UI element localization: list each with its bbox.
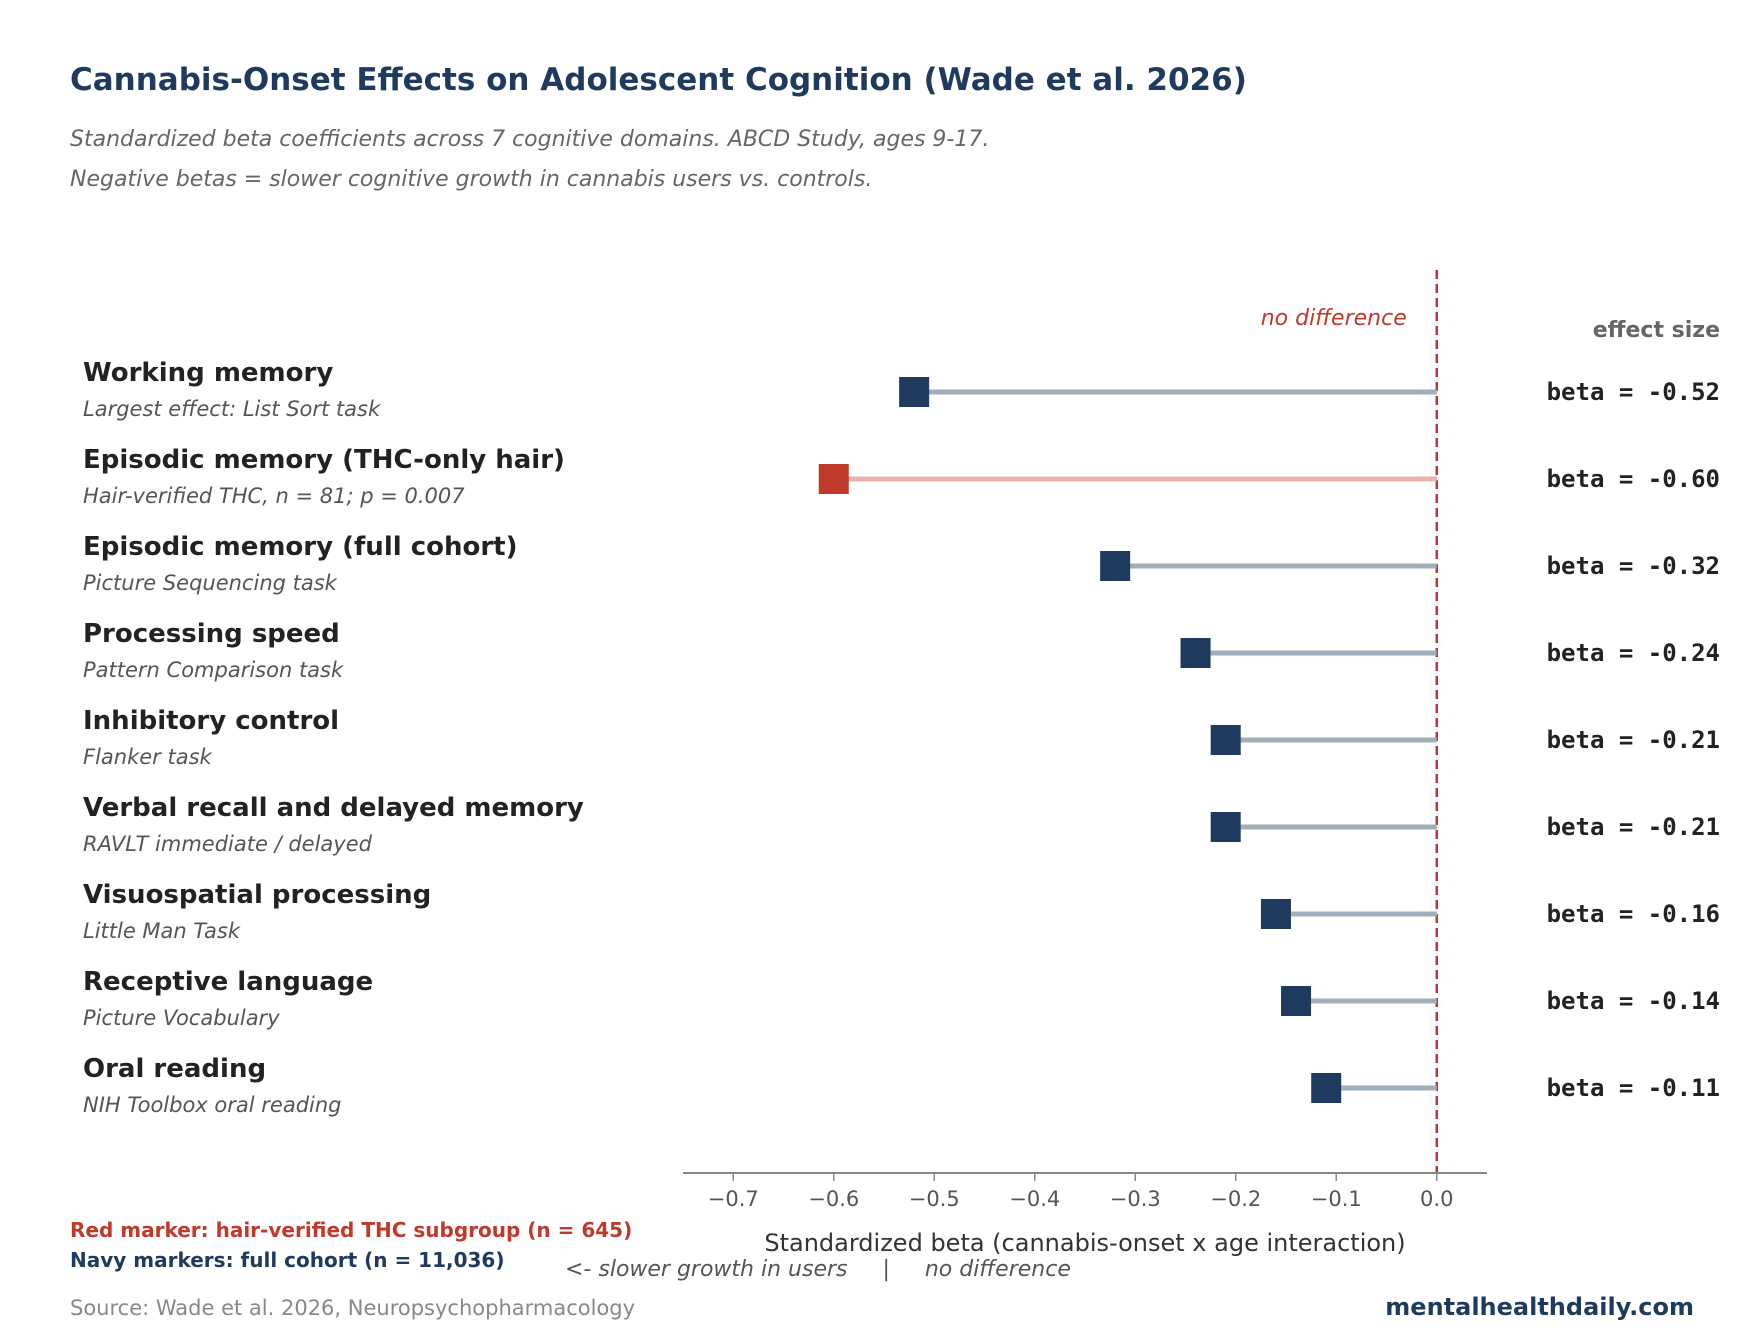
row-value: beta = -0.52 [1547, 378, 1720, 406]
row-value: beta = -0.21 [1547, 726, 1720, 754]
row-value: beta = -0.32 [1547, 552, 1720, 580]
zero-reference-label: no difference [1261, 306, 1407, 331]
legend-hair-subgroup: Red marker: hair-verified THC subgroup (… [70, 1218, 633, 1242]
x-tick-label: −0.1 [1311, 1187, 1362, 1211]
row-label: Working memory [83, 358, 333, 388]
source-note: Source: Wade et al. 2026, Neuropsychopha… [70, 1296, 636, 1320]
row-label: Verbal recall and delayed memory [83, 793, 584, 823]
row-label: Inhibitory control [83, 706, 339, 736]
row-label: Receptive language [83, 967, 373, 997]
effect-size-header: effect size [1593, 318, 1720, 343]
row-marker [1311, 1073, 1342, 1103]
row-marker [1180, 638, 1211, 668]
row-marker [1210, 812, 1241, 842]
x-tick-label: −0.3 [1110, 1187, 1161, 1211]
row-marker [818, 464, 849, 494]
x-tick-label: −0.4 [1009, 1187, 1060, 1211]
row-sublabel: Little Man Task [83, 919, 241, 943]
row-marker [1210, 725, 1241, 755]
x-tick-label: −0.2 [1210, 1187, 1261, 1211]
site-brand: mentalhealthdaily.com [1385, 1293, 1694, 1321]
row-label: Episodic memory (THC-only hair) [83, 445, 565, 475]
row-value: beta = -0.11 [1547, 1074, 1720, 1102]
x-axis-label: Standardized beta (cannabis-onset x age … [764, 1229, 1405, 1257]
row-sublabel: Picture Sequencing task [83, 571, 338, 595]
row-label: Processing speed [83, 619, 340, 649]
row-marker [1260, 899, 1291, 929]
row-value: beta = -0.21 [1547, 813, 1720, 841]
row-marker [1100, 551, 1131, 581]
row-label: Oral reading [83, 1054, 266, 1084]
row-marker [899, 377, 930, 407]
row-sublabel: Pattern Comparison task [83, 658, 344, 682]
x-tick-label: 0.0 [1420, 1187, 1453, 1211]
row-value: beta = -0.24 [1547, 639, 1720, 667]
row-value: beta = -0.60 [1547, 465, 1720, 493]
row-sublabel: Picture Vocabulary [83, 1006, 280, 1030]
row-label: Visuospatial processing [83, 880, 431, 910]
x-tick-label: −0.5 [909, 1187, 960, 1211]
x-tick-label: −0.7 [708, 1187, 759, 1211]
row-marker [1281, 986, 1312, 1016]
row-value: beta = -0.14 [1547, 987, 1720, 1015]
row-sublabel: RAVLT immediate / delayed [83, 832, 373, 856]
x-axis-direction-note: <- slower growth in users | no differenc… [565, 1257, 1071, 1282]
row-value: beta = -0.16 [1547, 900, 1720, 928]
chart-title: Cannabis-Onset Effects on Adolescent Cog… [70, 62, 1247, 98]
chart-subtitle-line2: Negative betas = slower cognitive growth… [70, 167, 873, 192]
row-label: Episodic memory (full cohort) [83, 532, 517, 562]
row-sublabel: Flanker task [83, 745, 213, 769]
row-sublabel: Largest effect: List Sort task [83, 397, 381, 421]
row-sublabel: NIH Toolbox oral reading [83, 1093, 342, 1117]
legend-full-cohort: Navy markers: full cohort (n = 11,036) [70, 1248, 505, 1272]
row-sublabel: Hair-verified THC, n = 81; p = 0.007 [83, 484, 465, 508]
chart-subtitle-line1: Standardized beta coefficients across 7 … [70, 127, 990, 152]
x-tick-label: −0.6 [808, 1187, 859, 1211]
